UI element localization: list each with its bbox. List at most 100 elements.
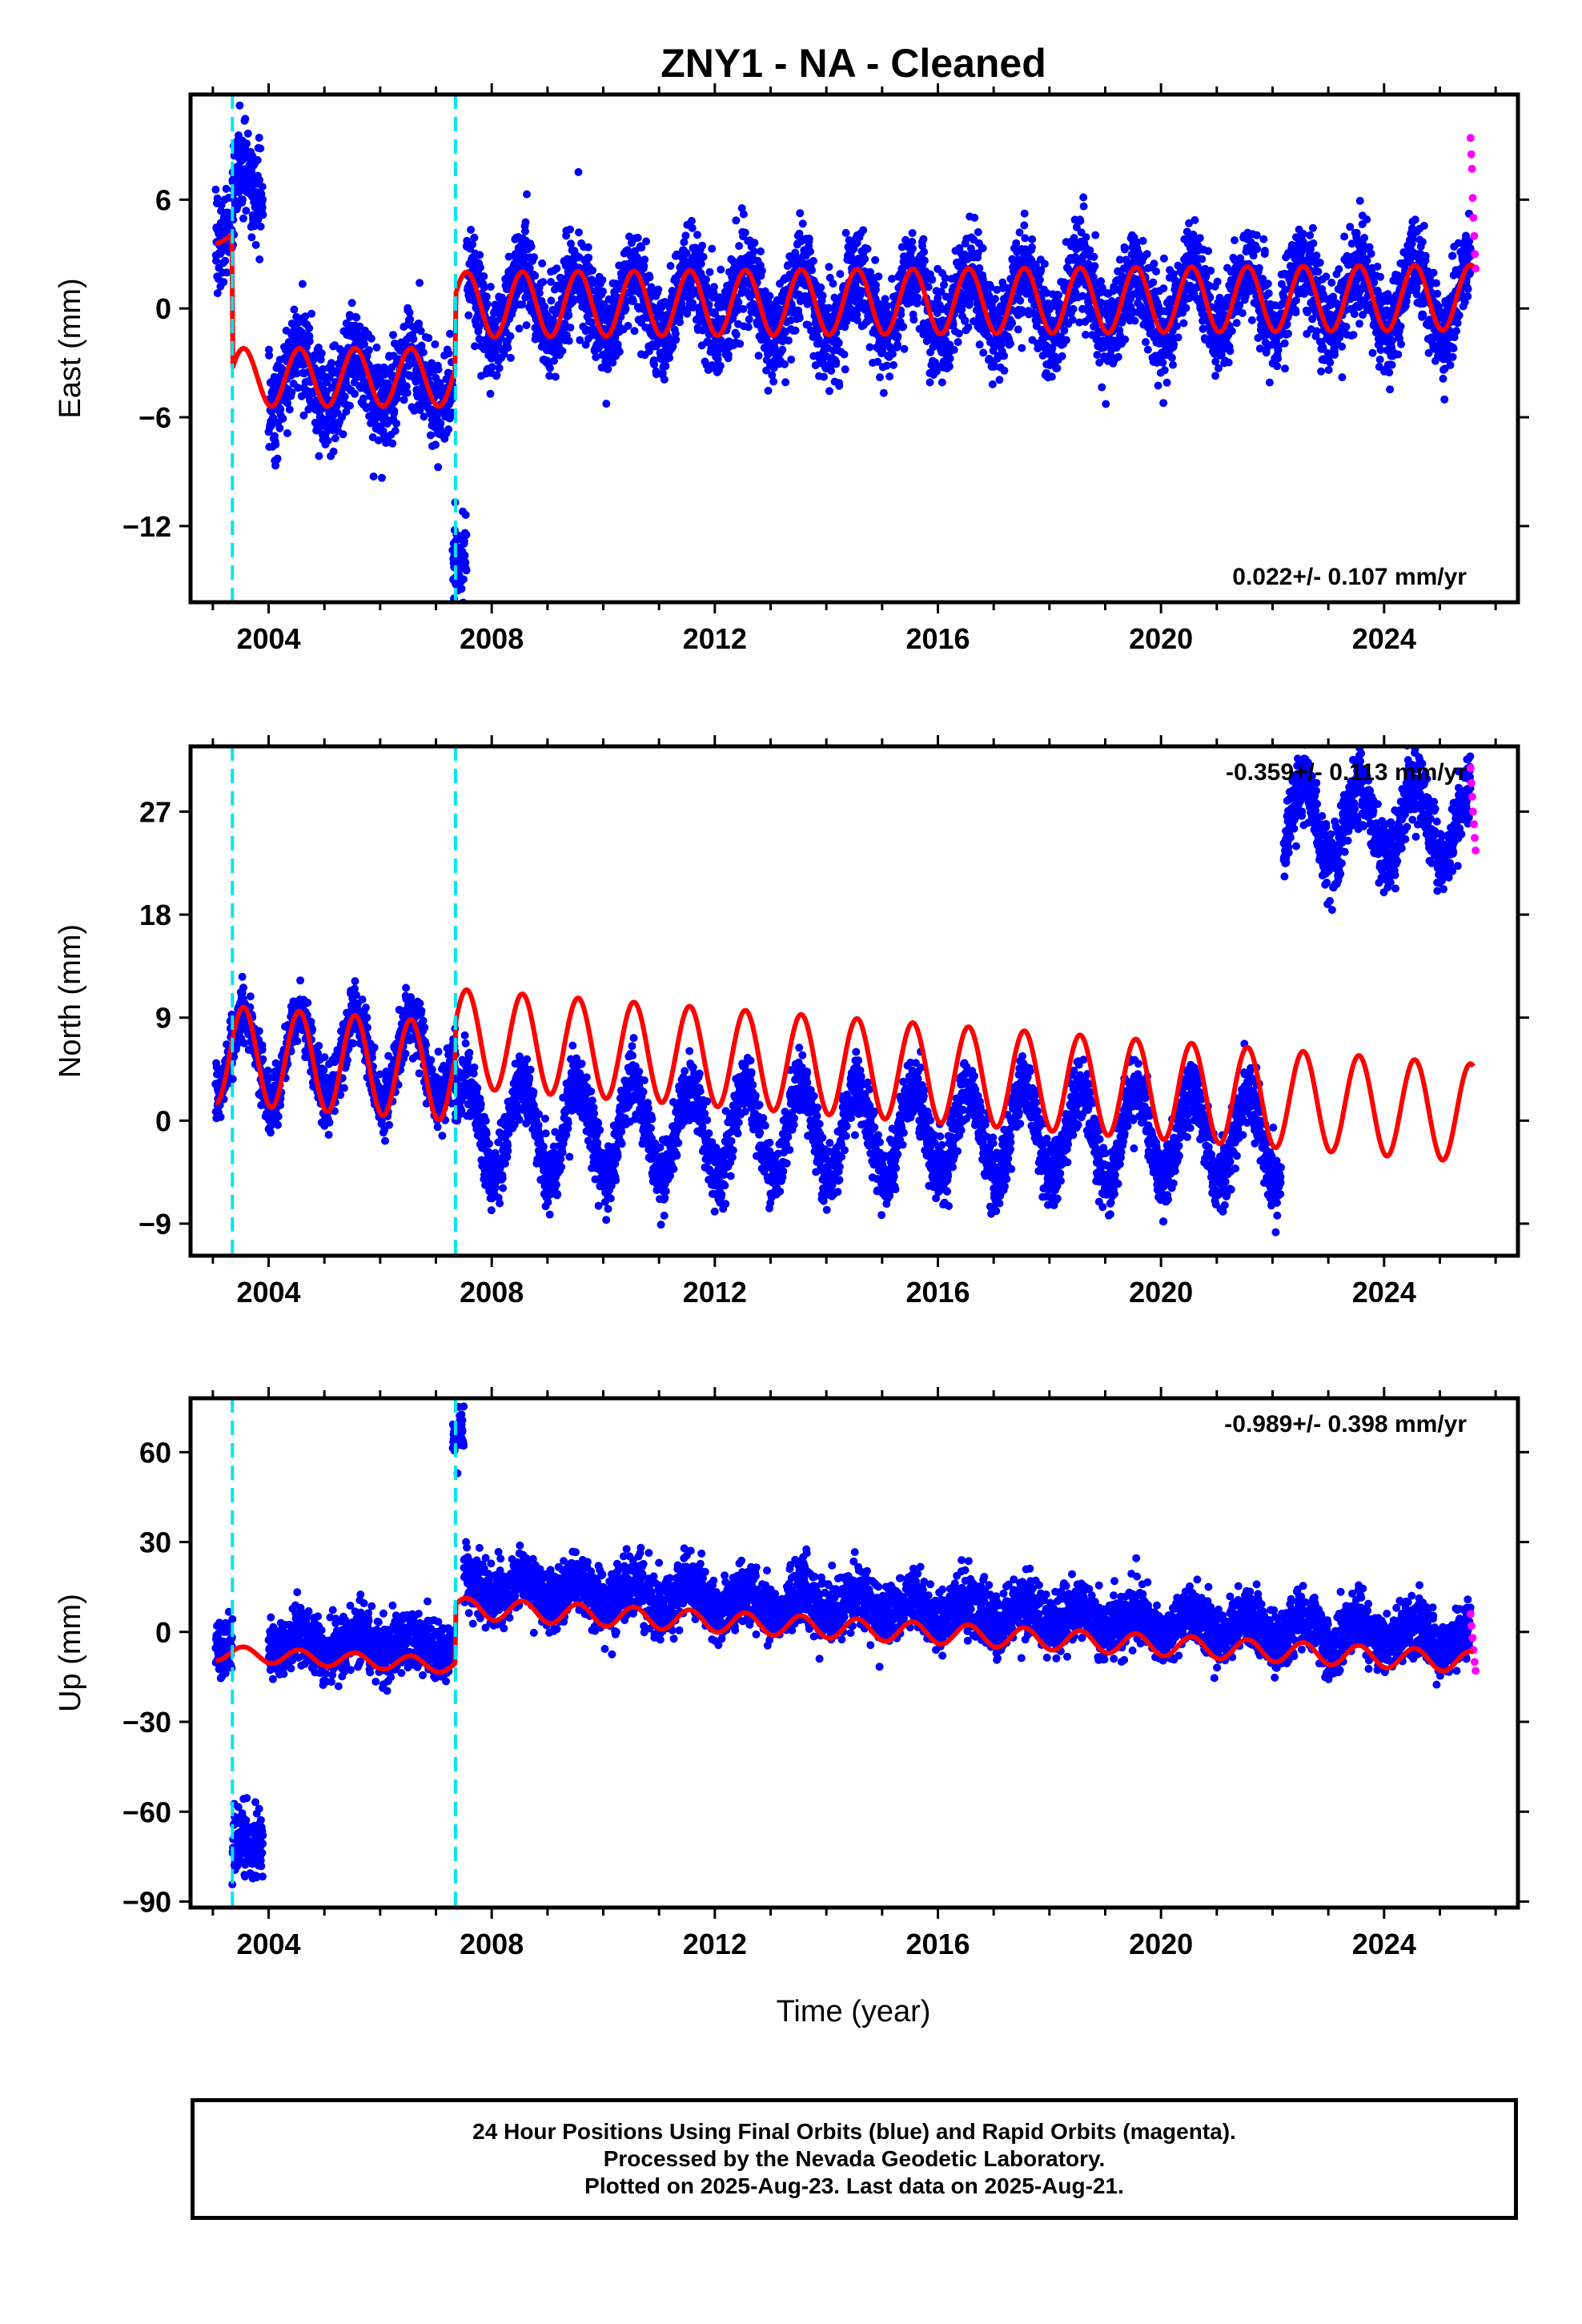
final-orbit-point [258, 183, 267, 191]
final-orbit-point [347, 299, 356, 308]
final-orbit-point [716, 361, 725, 370]
final-orbit-point [338, 412, 347, 421]
final-orbit-point [885, 372, 894, 381]
final-orbit-point [391, 427, 400, 435]
final-orbit-point [1150, 259, 1158, 268]
final-orbit-point [604, 364, 612, 373]
final-orbit-point [741, 228, 749, 237]
final-orbit-point [1018, 344, 1026, 352]
final-orbit-point [791, 261, 800, 270]
final-orbit-point [400, 396, 408, 404]
final-orbit-point [267, 408, 275, 416]
final-orbit-point [750, 239, 759, 247]
final-orbit-point [615, 348, 624, 356]
final-orbit-point [475, 335, 484, 344]
final-orbit-point [879, 388, 888, 397]
final-orbit-point [550, 356, 558, 365]
final-orbit-point [464, 311, 473, 320]
final-orbit-point [687, 277, 696, 286]
final-orbit-point [705, 267, 714, 276]
final-orbit-point [656, 309, 665, 317]
final-orbit-point [1152, 267, 1161, 275]
final-orbit-point [937, 287, 946, 296]
final-orbit-point [909, 244, 917, 253]
final-orbit-point [990, 362, 999, 371]
final-orbit-point [687, 216, 696, 225]
final-orbit-point [518, 300, 527, 309]
final-orbit-point [599, 287, 607, 296]
final-orbit-point [732, 216, 741, 225]
final-orbit-point [342, 408, 351, 416]
final-orbit-point [403, 388, 412, 397]
final-orbit-point [567, 239, 575, 248]
final-orbit-point [739, 304, 748, 313]
final-orbit-point [1280, 339, 1289, 348]
final-orbit-point [305, 337, 314, 346]
final-orbit-point [504, 344, 512, 352]
final-orbit-point [709, 283, 718, 292]
final-orbit-point [219, 278, 228, 287]
final-orbit-point [444, 349, 453, 358]
final-orbit-point [926, 378, 934, 387]
final-orbit-point [781, 378, 790, 387]
final-orbit-point [836, 270, 845, 279]
final-orbit-point [301, 312, 310, 321]
final-orbit-point [832, 360, 841, 368]
final-orbit-point [243, 139, 251, 148]
final-orbit-point [945, 362, 954, 371]
final-orbit-point [522, 321, 531, 330]
final-orbit-point [1093, 351, 1102, 360]
final-orbit-point [460, 537, 468, 545]
final-orbit-point [1312, 327, 1321, 336]
final-orbit-point [602, 400, 611, 408]
final-orbit-point [978, 244, 987, 252]
final-orbit-point [1121, 335, 1130, 344]
final-orbit-point [660, 375, 669, 384]
final-orbit-point [690, 286, 699, 295]
final-orbit-point [863, 244, 872, 253]
final-orbit-point [697, 259, 705, 268]
final-orbit-point [975, 263, 984, 272]
final-orbit-point [576, 336, 584, 344]
final-orbit-point [1018, 308, 1026, 317]
final-orbit-point [817, 283, 825, 292]
final-orbit-point [825, 263, 833, 271]
final-orbit-point [1198, 255, 1207, 263]
final-orbit-point [609, 303, 618, 312]
final-orbit-point [888, 275, 896, 283]
final-orbit-point [809, 256, 817, 265]
final-orbit-point [680, 238, 689, 247]
final-orbit-point [764, 386, 773, 395]
final-orbit-point [392, 419, 401, 428]
final-orbit-point [645, 273, 654, 282]
final-orbit-point [671, 329, 680, 338]
final-orbit-point [1324, 366, 1333, 374]
final-orbit-point [938, 378, 946, 387]
final-orbit-point [1263, 279, 1272, 288]
final-orbit-point [476, 251, 484, 259]
final-orbit-point [471, 342, 479, 351]
final-orbit-point [417, 341, 426, 350]
final-orbit-point [470, 233, 479, 242]
final-orbit-point [273, 454, 282, 463]
final-orbit-point [924, 283, 933, 292]
final-orbit-point [340, 392, 349, 401]
final-orbit-point [367, 334, 375, 343]
final-orbit-point [717, 265, 725, 274]
final-orbit-point [928, 275, 937, 284]
final-orbit-point [1158, 358, 1167, 367]
final-orbit-point [211, 185, 220, 194]
final-orbit-point [841, 228, 850, 237]
final-orbit-point [1149, 278, 1158, 287]
final-orbit-point [998, 278, 1007, 287]
final-orbit-point [1000, 352, 1009, 360]
final-orbit-point [243, 129, 252, 138]
final-orbit-point [378, 473, 386, 482]
final-orbit-point [299, 411, 308, 420]
final-orbit-point [778, 345, 787, 354]
final-orbit-point [525, 264, 534, 272]
final-orbit-point [787, 356, 796, 364]
final-orbit-point [765, 292, 774, 300]
